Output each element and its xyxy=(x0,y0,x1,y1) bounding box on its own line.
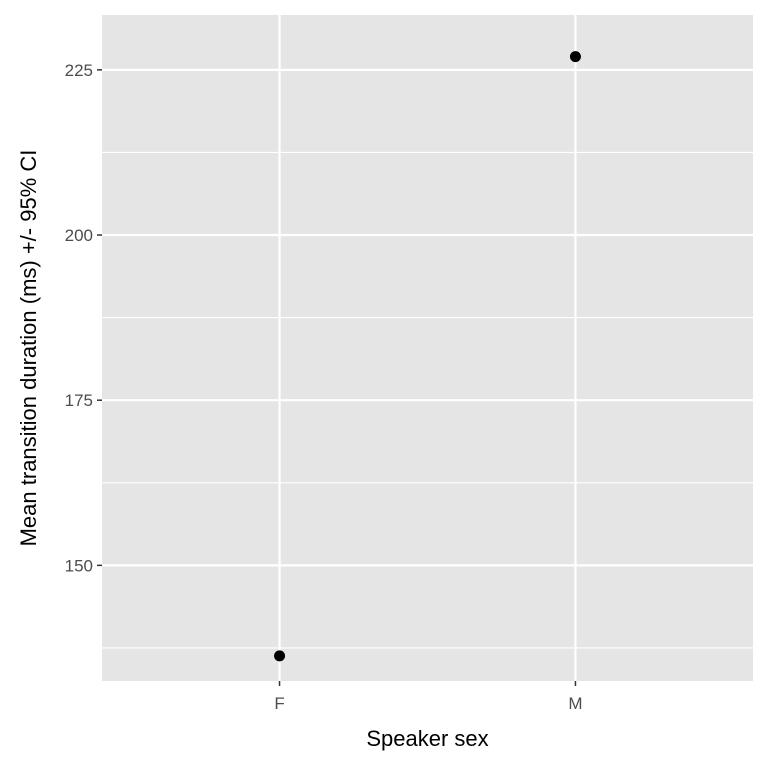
data-points xyxy=(274,51,581,662)
x-axis-title: Speaker sex xyxy=(366,726,488,751)
y-tick-label: 150 xyxy=(65,556,93,575)
data-point xyxy=(569,51,581,63)
y-tick-label: 200 xyxy=(65,226,93,245)
minor-gridlines xyxy=(102,151,753,649)
x-tick-label: M xyxy=(568,694,582,713)
y-tick-label: 175 xyxy=(65,391,93,410)
data-point xyxy=(274,650,286,662)
major-gridlines xyxy=(102,15,753,681)
axis-ticks xyxy=(97,69,577,686)
plot-panel xyxy=(102,15,753,681)
x-tick-label: F xyxy=(274,694,284,713)
y-axis-title: Mean transition duration (ms) +/- 95% CI xyxy=(16,150,41,547)
tick-labels: 150 175 200 225 F M xyxy=(65,61,583,713)
y-tick-label: 225 xyxy=(65,61,93,80)
